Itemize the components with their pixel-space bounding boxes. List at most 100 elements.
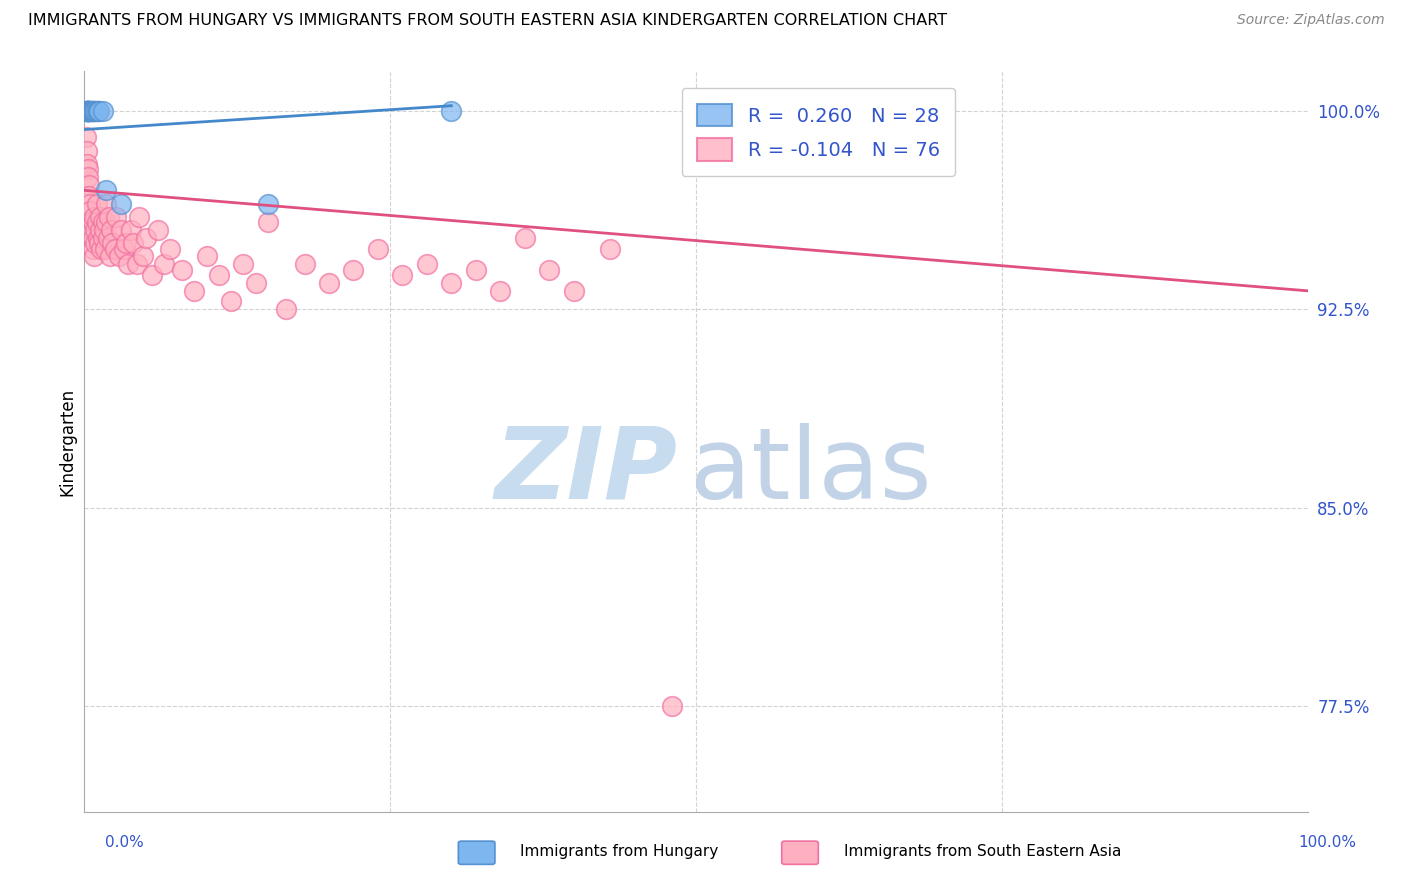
Point [599, 242, 621, 256]
Point [245, 276, 267, 290]
Point [110, 223, 132, 237]
Point [208, 268, 231, 282]
Point [94, 242, 117, 256]
Point [135, 231, 157, 245]
Point [79, 196, 101, 211]
Point [489, 284, 512, 298]
Point [83, 103, 105, 118]
Point [86, 215, 108, 229]
Point [562, 284, 585, 298]
Point [86, 103, 108, 118]
Point [86, 196, 108, 211]
Point [93, 223, 115, 237]
FancyBboxPatch shape [458, 841, 495, 864]
Point [80, 103, 103, 118]
Point [80, 103, 103, 118]
Point [183, 284, 205, 298]
Point [77, 103, 100, 118]
Text: Source: ZipAtlas.com: Source: ZipAtlas.com [1237, 13, 1385, 28]
Point [91, 103, 114, 118]
Point [96, 183, 118, 197]
Point [110, 196, 132, 211]
Point [82, 103, 104, 118]
Point [84, 103, 107, 118]
Point [75, 103, 97, 118]
Point [77, 103, 100, 118]
Text: 0.0%: 0.0% [105, 836, 145, 850]
Point [318, 276, 340, 290]
Point [513, 231, 536, 245]
Point [100, 223, 122, 237]
Point [77, 103, 100, 118]
Text: 100.0%: 100.0% [1299, 836, 1357, 850]
Point [75, 130, 97, 145]
Legend: R =  0.260   N = 28, R = -0.104   N = 76: R = 0.260 N = 28, R = -0.104 N = 76 [682, 88, 955, 177]
Point [391, 268, 413, 282]
Point [76, 103, 98, 118]
Point [77, 178, 100, 192]
Point [77, 170, 100, 185]
Point [77, 103, 100, 118]
Point [440, 276, 463, 290]
Point [77, 103, 100, 118]
Point [76, 157, 98, 171]
Point [77, 188, 100, 202]
Point [90, 242, 112, 256]
Point [91, 231, 114, 245]
Point [440, 103, 463, 118]
Text: ZIP: ZIP [495, 423, 678, 520]
Point [82, 215, 104, 229]
Point [96, 196, 118, 211]
Point [141, 268, 163, 282]
Point [125, 257, 148, 271]
Point [195, 250, 218, 264]
Point [79, 204, 101, 219]
Point [342, 262, 364, 277]
Point [257, 215, 280, 229]
Point [538, 262, 561, 277]
Point [80, 215, 103, 229]
Point [112, 242, 135, 256]
Text: atlas: atlas [690, 423, 932, 520]
Text: IMMIGRANTS FROM HUNGARY VS IMMIGRANTS FROM SOUTH EASTERN ASIA KINDERGARTEN CORRE: IMMIGRANTS FROM HUNGARY VS IMMIGRANTS FR… [28, 13, 948, 29]
Point [87, 231, 110, 245]
Point [91, 215, 114, 229]
Point [76, 103, 98, 118]
Point [80, 223, 103, 237]
Point [76, 103, 98, 118]
Point [97, 210, 120, 224]
Point [232, 257, 254, 271]
Point [101, 236, 124, 251]
Point [77, 162, 100, 177]
Point [661, 698, 683, 713]
Point [146, 223, 169, 237]
Point [84, 236, 107, 251]
Point [105, 210, 128, 224]
Point [89, 210, 111, 224]
Point [98, 250, 121, 264]
Point [82, 242, 104, 256]
Point [132, 250, 155, 264]
Point [257, 196, 280, 211]
Point [82, 231, 104, 245]
Point [104, 242, 127, 256]
Text: Immigrants from Hungary: Immigrants from Hungary [520, 845, 718, 859]
FancyBboxPatch shape [782, 841, 818, 864]
Point [97, 231, 120, 245]
Point [75, 103, 97, 118]
Point [276, 302, 298, 317]
Point [87, 103, 110, 118]
Point [76, 144, 98, 158]
Point [219, 294, 242, 309]
Point [83, 210, 105, 224]
Point [172, 262, 194, 277]
Point [115, 236, 138, 251]
Point [128, 210, 150, 224]
Point [89, 223, 111, 237]
Y-axis label: Kindergarten: Kindergarten [58, 387, 76, 496]
Point [464, 262, 486, 277]
Point [153, 257, 176, 271]
Point [122, 236, 145, 251]
Point [82, 103, 104, 118]
Point [87, 103, 110, 118]
